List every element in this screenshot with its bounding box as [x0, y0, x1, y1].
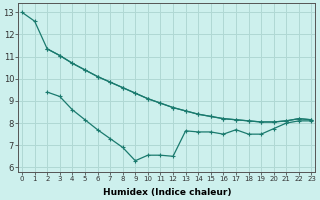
X-axis label: Humidex (Indice chaleur): Humidex (Indice chaleur): [102, 188, 231, 197]
